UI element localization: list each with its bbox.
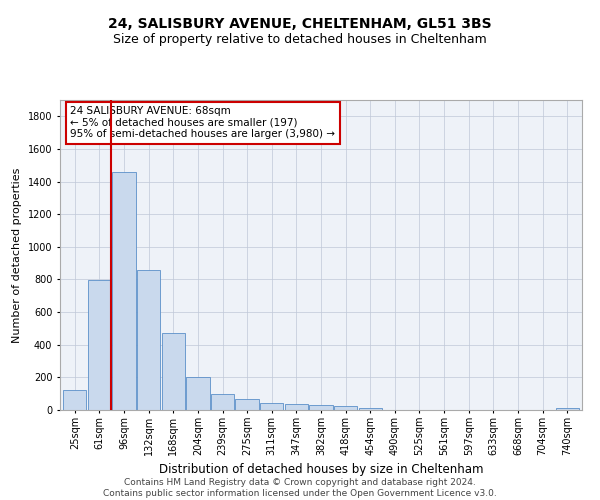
Bar (186, 378, 209, 410)
Bar (260, 404, 283, 410)
Bar (88, 280, 111, 410)
Bar (137, 270, 160, 410)
Text: 24 SALISBURY AVENUE: 68sqm
← 5% of detached houses are smaller (197)
95% of semi: 24 SALISBURY AVENUE: 68sqm ← 5% of detac… (70, 106, 335, 140)
Y-axis label: Number of detached properties: Number of detached properties (12, 168, 22, 342)
Bar (284, 404, 308, 410)
Text: Size of property relative to detached houses in Cheltenham: Size of property relative to detached ho… (113, 32, 487, 46)
Bar (211, 394, 234, 410)
Bar (161, 334, 185, 410)
Text: 24, SALISBURY AVENUE, CHELTENHAM, GL51 3BS: 24, SALISBURY AVENUE, CHELTENHAM, GL51 3… (108, 18, 492, 32)
X-axis label: Distribution of detached houses by size in Cheltenham: Distribution of detached houses by size … (159, 464, 483, 476)
Bar (310, 405, 332, 410)
Bar (556, 408, 579, 410)
Bar (359, 408, 382, 410)
Bar (112, 172, 136, 410)
Bar (235, 400, 259, 410)
Bar (334, 406, 358, 410)
Bar (63, 390, 86, 410)
Text: Contains HM Land Registry data © Crown copyright and database right 2024.
Contai: Contains HM Land Registry data © Crown c… (103, 478, 497, 498)
